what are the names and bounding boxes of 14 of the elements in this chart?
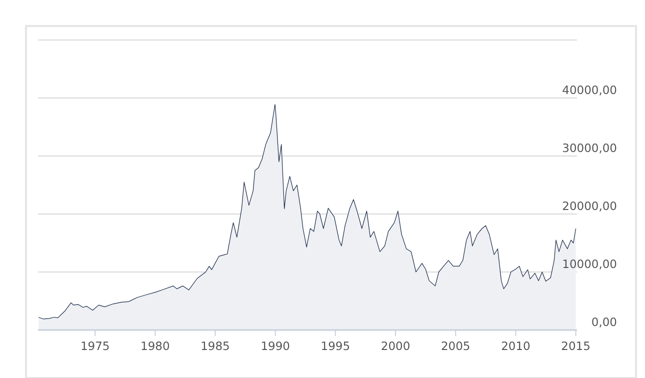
x-tick-label: 1990 [260, 339, 290, 353]
x-tick-label: 2005 [440, 339, 470, 353]
x-tick-label: 1995 [320, 339, 350, 353]
x-tick-label: 2010 [501, 339, 530, 353]
y-tick-label: 10000,00 [562, 257, 617, 271]
y-tick-label: 0,00 [591, 315, 617, 329]
x-tick-label: 2000 [380, 339, 410, 353]
x-tick-label: 1980 [140, 339, 170, 353]
y-tick-label: 20000,00 [562, 199, 617, 213]
x-tick-label: 2015 [561, 339, 590, 353]
y-tick-label: 30000,00 [562, 141, 617, 155]
x-tick-label: 1975 [80, 339, 110, 353]
x-tick-label: 1985 [200, 339, 230, 353]
y-tick-label: 40000,00 [562, 83, 617, 97]
